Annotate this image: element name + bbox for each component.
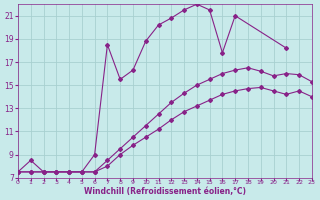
X-axis label: Windchill (Refroidissement éolien,°C): Windchill (Refroidissement éolien,°C) — [84, 187, 246, 196]
